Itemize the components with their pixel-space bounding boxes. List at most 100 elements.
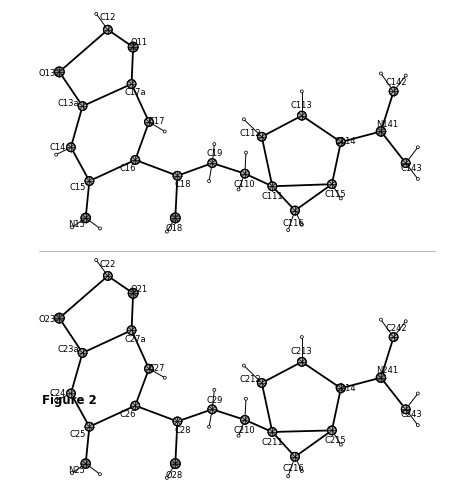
Text: C212: C212 <box>239 375 261 384</box>
Circle shape <box>339 443 342 446</box>
Circle shape <box>85 422 94 431</box>
Circle shape <box>127 80 136 88</box>
Circle shape <box>416 392 419 395</box>
Circle shape <box>337 384 345 393</box>
Circle shape <box>376 127 385 136</box>
Text: C210: C210 <box>233 426 255 435</box>
Circle shape <box>128 42 138 52</box>
Text: C28: C28 <box>174 426 191 435</box>
Circle shape <box>257 379 266 387</box>
Text: O11: O11 <box>131 38 148 47</box>
Circle shape <box>163 130 166 133</box>
Circle shape <box>208 159 217 167</box>
Text: C113: C113 <box>291 100 313 110</box>
Circle shape <box>165 477 168 479</box>
Circle shape <box>242 118 246 121</box>
Circle shape <box>404 320 407 323</box>
Text: C29: C29 <box>206 396 222 405</box>
Text: N241: N241 <box>376 366 398 375</box>
Text: C23a: C23a <box>57 345 79 354</box>
Text: C14: C14 <box>50 143 66 152</box>
Circle shape <box>208 425 210 428</box>
Circle shape <box>245 151 247 154</box>
Circle shape <box>416 423 419 426</box>
Circle shape <box>380 318 383 321</box>
Text: N141: N141 <box>376 120 398 129</box>
Circle shape <box>268 427 277 436</box>
Circle shape <box>241 169 249 178</box>
Circle shape <box>241 415 249 424</box>
Circle shape <box>416 146 419 149</box>
Circle shape <box>389 333 398 341</box>
Circle shape <box>416 177 419 180</box>
Text: C16: C16 <box>119 164 136 173</box>
Text: C17: C17 <box>148 117 164 126</box>
Text: C115: C115 <box>325 190 346 199</box>
Circle shape <box>237 188 240 191</box>
Circle shape <box>71 472 73 475</box>
Circle shape <box>131 401 139 410</box>
Circle shape <box>208 405 217 414</box>
Circle shape <box>171 459 180 469</box>
Text: C18: C18 <box>174 180 191 189</box>
Circle shape <box>66 389 75 398</box>
Text: O23: O23 <box>38 315 56 324</box>
Circle shape <box>78 102 87 110</box>
Circle shape <box>339 197 342 200</box>
Text: C26: C26 <box>119 410 136 419</box>
Text: C242: C242 <box>386 324 408 333</box>
Circle shape <box>165 230 168 233</box>
Circle shape <box>173 417 182 426</box>
Circle shape <box>298 111 306 120</box>
Circle shape <box>337 138 345 146</box>
Text: C27a: C27a <box>125 334 146 344</box>
Text: C216: C216 <box>283 464 304 473</box>
Circle shape <box>145 118 153 126</box>
Circle shape <box>55 313 64 323</box>
Text: C111: C111 <box>262 192 283 201</box>
Text: O28: O28 <box>165 471 182 480</box>
Text: C27: C27 <box>148 364 164 373</box>
Circle shape <box>55 399 58 402</box>
Text: C17a: C17a <box>125 88 146 97</box>
Circle shape <box>237 434 240 437</box>
Circle shape <box>298 357 306 366</box>
Text: O13: O13 <box>38 69 56 78</box>
Text: C25: C25 <box>69 429 85 438</box>
Circle shape <box>71 226 73 229</box>
Circle shape <box>99 473 101 476</box>
Circle shape <box>213 143 216 146</box>
Circle shape <box>291 452 299 461</box>
Circle shape <box>301 470 303 473</box>
Circle shape <box>328 426 336 435</box>
Circle shape <box>380 72 383 75</box>
Circle shape <box>301 223 303 226</box>
Circle shape <box>145 364 153 373</box>
Text: C143: C143 <box>400 164 422 173</box>
Text: C142: C142 <box>386 78 408 87</box>
Circle shape <box>208 179 210 182</box>
Circle shape <box>328 180 336 188</box>
Circle shape <box>95 12 98 15</box>
Circle shape <box>173 171 182 180</box>
Text: C15: C15 <box>69 183 85 192</box>
Circle shape <box>78 348 87 357</box>
Circle shape <box>389 87 398 96</box>
Circle shape <box>85 177 94 185</box>
Circle shape <box>66 143 75 152</box>
Text: C116: C116 <box>283 219 304 228</box>
Circle shape <box>163 376 166 379</box>
Text: N15: N15 <box>68 220 85 229</box>
Circle shape <box>242 364 246 367</box>
Circle shape <box>81 459 91 468</box>
Text: C214: C214 <box>334 384 356 393</box>
Circle shape <box>287 475 290 478</box>
Text: C243: C243 <box>400 410 422 419</box>
Circle shape <box>55 153 58 156</box>
Circle shape <box>301 90 303 93</box>
Circle shape <box>301 335 303 338</box>
Circle shape <box>171 213 180 223</box>
Circle shape <box>213 388 216 391</box>
Circle shape <box>268 182 277 191</box>
Circle shape <box>245 397 247 400</box>
